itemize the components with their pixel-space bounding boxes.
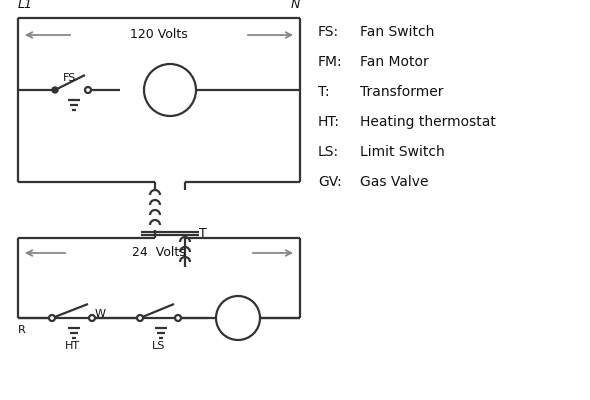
- Text: Fan Motor: Fan Motor: [360, 55, 429, 69]
- Circle shape: [52, 87, 58, 93]
- Text: FS: FS: [63, 73, 76, 83]
- Text: Gas Valve: Gas Valve: [360, 175, 428, 189]
- Circle shape: [144, 64, 196, 116]
- Text: LS:: LS:: [318, 145, 339, 159]
- Text: HT: HT: [64, 341, 80, 351]
- Text: FM: FM: [160, 83, 180, 97]
- Circle shape: [89, 315, 95, 321]
- Text: R: R: [18, 325, 26, 335]
- Text: T: T: [199, 227, 207, 240]
- Text: HT:: HT:: [318, 115, 340, 129]
- Text: Heating thermostat: Heating thermostat: [360, 115, 496, 129]
- Circle shape: [137, 315, 143, 321]
- Text: FS:: FS:: [318, 25, 339, 39]
- Circle shape: [85, 87, 91, 93]
- Text: LS: LS: [152, 341, 166, 351]
- Text: W: W: [94, 309, 106, 319]
- Circle shape: [216, 296, 260, 340]
- Text: T:: T:: [318, 85, 330, 99]
- Text: N: N: [291, 0, 300, 12]
- Circle shape: [175, 315, 181, 321]
- Circle shape: [49, 315, 55, 321]
- Text: Limit Switch: Limit Switch: [360, 145, 445, 159]
- Text: 24  Volts: 24 Volts: [132, 246, 186, 260]
- Text: GV:: GV:: [318, 175, 342, 189]
- Text: Fan Switch: Fan Switch: [360, 25, 434, 39]
- Text: L1: L1: [18, 0, 33, 12]
- Text: Transformer: Transformer: [360, 85, 444, 99]
- Text: 120 Volts: 120 Volts: [130, 28, 188, 42]
- Text: GV: GV: [229, 312, 247, 324]
- Text: FM:: FM:: [318, 55, 343, 69]
